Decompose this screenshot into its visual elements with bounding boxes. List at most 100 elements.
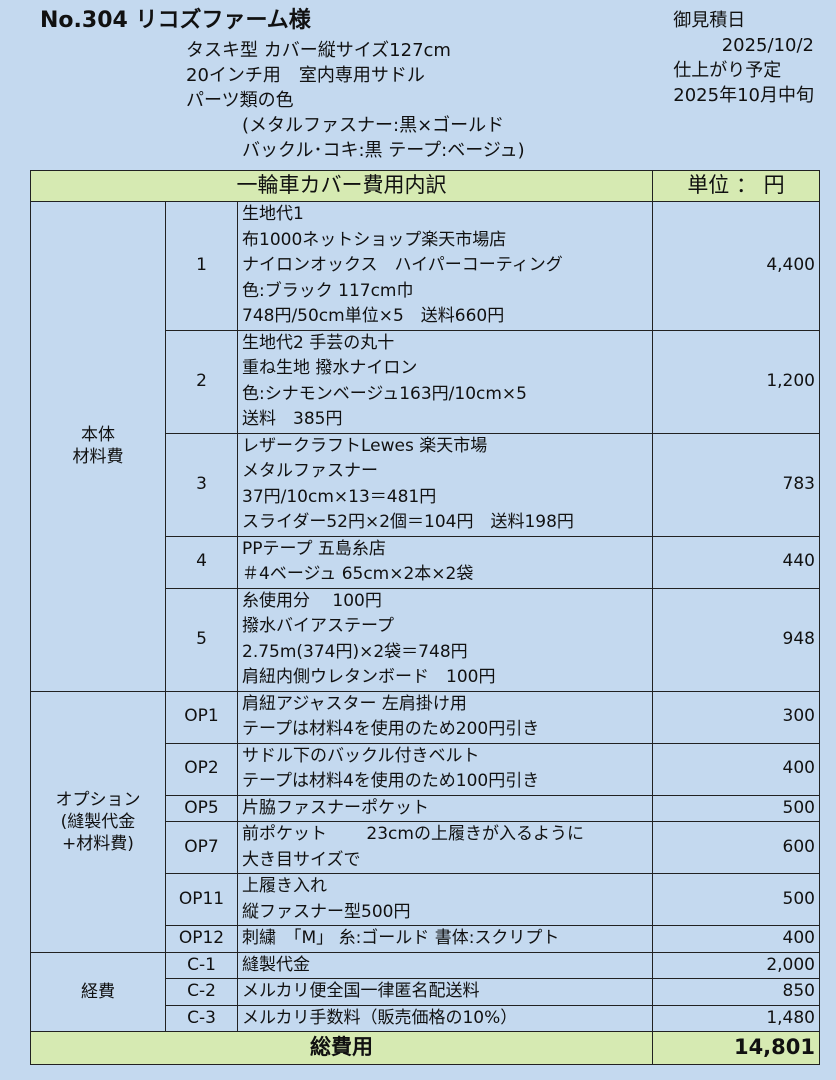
item-row: OP2 サドル下のバックル付きベルト テープは材料4を使用のため100円引き 400 [31,742,820,796]
item-desc: 前ポケット 23cmの上履きが入るように 大き目サイズで [237,821,653,874]
item-amount: 500 [652,794,820,822]
desc-line: テープは材料4を使用のため100円引き [242,771,540,791]
desc-line: 前ポケット 23cmの上履きが入るように [242,824,584,844]
group-label-line: 本体 [81,425,115,446]
desc-line: 送料 385円 [242,409,343,429]
item-no: 4 [165,535,238,589]
item-no: OP12 [165,925,238,953]
desc-line: 肩紐アジャスター 左肩掛け用 [242,693,467,714]
item-no: C-1 [165,951,238,979]
date-line: 2025年10月中旬 [673,85,814,106]
group-label: 本体 材料費 [30,201,166,692]
desc-line: レザークラフトLewes 楽天市場 [242,435,488,456]
item-amount: 783 [652,432,820,537]
desc-line: 肩紐内側ウレタンボード 100円 [242,667,496,687]
desc-line: 大き目サイズで [242,849,361,870]
desc-line: 刺繍 「M」 糸:ゴールド 書体:スクリプト [242,928,560,948]
group-label: 経費 [30,951,166,1032]
desc-line: 色:シナモンベージュ163円/10cm×5 [242,383,527,404]
item-row: 5 糸使用分 100円 撥水バイアステープ 2.75m(374円)×2袋＝748円 肩紐… [31,587,820,692]
item-desc: 縫製代金 [237,951,653,979]
total-row: 総費用 14,801 [30,1031,820,1065]
item-no: 5 [165,587,238,692]
header-row: 一輪車カバー費用内訳 単位 ： 円 [30,170,820,202]
desc-line: 37円/10cm×13＝481円 [242,486,437,507]
desc-line: 上履き入れ [242,876,327,896]
desc-line: メルカリ手数料（販売価格の10%） [242,1007,518,1028]
group-label-line: 経費 [81,981,115,1002]
item-no: OP1 [165,690,238,744]
desc-line: サドル下のバックル付きベルト [242,745,480,766]
item-amount: 4,400 [652,201,820,331]
item-no: 3 [165,432,238,537]
item-row: OP11 上履き入れ 縦ファスナー型500円 500 [31,873,820,926]
desc-line: ナイロンオックス ハイパーコーティング [242,255,563,275]
desc-line: ＃4ベージュ 65cm×2本×2袋 [242,564,474,584]
item-desc: 刺繍 「M」 糸:ゴールド 書体:スクリプト [237,925,653,953]
desc-line: 重ね生地 撥水ナイロン [242,358,418,378]
desc-line: 色:ブラック 117cm巾 [242,280,414,301]
group-label-line: (縫製代金 [60,811,136,832]
item-desc: サドル下のバックル付きベルトテープは材料4を使用のため100円引き [237,742,653,796]
group-label: オプション (縫製代金 +材料費) [30,690,166,953]
info-line: バックル･コキ:黒 テープ:ベージュ) [242,140,525,161]
item-row: 4 PPテープ 五島糸店 ＃4ベージュ 65cm×2本×2袋 440 [31,535,820,589]
desc-line: 撥水バイアステープ [242,616,394,636]
item-no: OP7 [165,821,238,874]
item-desc: 肩紐アジャスター 左肩掛け用テープは材料4を使用のため200円引き [237,690,653,744]
desc-line: 縦ファスナー型500円 [242,901,411,922]
item-desc: メルカリ便全国一律匿名配送料 [237,978,653,1006]
item-desc: 上履き入れ縦ファスナー型500円 [237,873,653,926]
item-amount: 500 [652,873,820,926]
desc-line: メタルファスナー [242,461,378,481]
item-no: OP5 [165,794,238,822]
item-no: C-2 [165,978,238,1006]
item-row: OP12 刺繍 「M」 糸:ゴールド 書体:スクリプト 400 [31,925,820,953]
desc-line: メルカリ便全国一律匿名配送料 [242,981,480,1001]
table-title: 一輪車カバー費用内訳 [30,170,653,202]
group-label-line: 材料費 [72,447,124,468]
desc-line: スライダー52円×2個＝104円 送料198円 [242,512,574,532]
info-line: タスキ型 カバー縦サイズ127cm [186,40,451,61]
item-desc: 生地代1 布1000ネットショップ楽天市場店 ナイロンオックス ハイパーコーティング… [237,201,653,331]
item-row: 2 生地代2 手芸の丸十重ね生地 撥水ナイロン色:シナモンベージュ163円/10c… [31,329,820,434]
item-no: 1 [165,201,238,331]
total-amount: 14,801 [652,1031,820,1065]
title: No.304 リコズファーム様 [40,8,311,33]
desc-line: 生地代2 手芸の丸十 [242,332,395,353]
item-desc: メルカリ手数料（販売価格の10%） [237,1004,653,1032]
item-row: 3 レザークラフトLewes 楽天市場 メタルファスナー 37円/10cm×13＝48… [31,432,820,537]
item-no: OP11 [165,873,238,926]
item-desc: 片脇ファスナーポケット [237,794,653,822]
item-row: OP7 前ポケット 23cmの上履きが入るように 大き目サイズで 600 [31,821,820,874]
item-desc: 糸使用分 100円 撥水バイアステープ 2.75m(374円)×2袋＝748円 肩紐内… [237,587,653,692]
group-label-line: +材料費) [62,833,134,854]
info-line: パーツ類の色 [186,90,294,111]
total-label: 総費用 [30,1031,653,1065]
info-line: 20インチ用 室内専用サドル [186,65,425,86]
info-line: (メタルファスナー:黒×ゴールド [242,115,505,136]
item-row: 本体 材料費 1 生地代1 布1000ネットショップ楽天市場店 ナイロンオックス ハイパー… [30,201,820,692]
item-amount: 1,200 [652,329,820,434]
item-row: 経費 C-1 縫製代金 2,000 [30,951,820,1032]
item-row: OP5 片脇ファスナーポケット 500 [31,794,820,822]
group-label-line: オプション [55,789,141,810]
item-no: 2 [165,329,238,434]
item-no: OP2 [165,742,238,796]
date-line: 2025/10/2 [721,35,814,56]
dates: 御見積日 2025/10/2 仕上がり予定 2025年10月中旬 [673,8,814,108]
item-amount: 600 [652,821,820,874]
item-amount: 2,000 [652,951,820,979]
item-row: C-3 メルカリ手数料（販売価格の10%） 1,480 [31,1004,820,1032]
date-line: 御見積日 [673,10,746,31]
desc-line: テープは材料4を使用のため200円引き [242,719,540,739]
item-desc: レザークラフトLewes 楽天市場 メタルファスナー 37円/10cm×13＝481… [237,432,653,537]
item-amount: 400 [652,925,820,953]
desc-line: 生地代1 [242,204,304,224]
item-amount: 1,480 [652,1004,820,1032]
item-amount: 850 [652,978,820,1006]
item-row: オプション (縫製代金 +材料費) OP1 肩紐アジャスター 左肩掛け用 テープは材料4を… [30,690,820,953]
desc-line: 片脇ファスナーポケット [242,797,429,818]
desc-line: 糸使用分 100円 [242,590,382,611]
